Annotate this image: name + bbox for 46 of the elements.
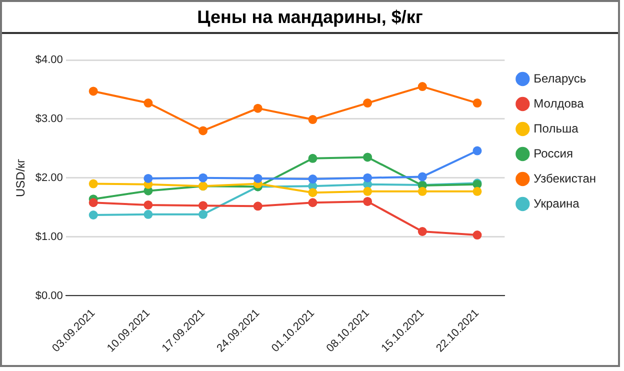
point xyxy=(144,210,153,219)
y-tick-label: $1.00 xyxy=(35,230,63,243)
legend-label: Россия xyxy=(534,146,574,160)
y-tick-label: $4.00 xyxy=(35,54,63,66)
point xyxy=(418,82,427,92)
point xyxy=(363,98,372,108)
point xyxy=(308,198,318,208)
point xyxy=(472,186,482,196)
point xyxy=(418,172,427,182)
point xyxy=(198,201,208,210)
point xyxy=(88,210,98,220)
point xyxy=(144,200,153,210)
point xyxy=(418,227,427,236)
point xyxy=(198,173,208,182)
legend-label: Беларусь xyxy=(534,71,586,86)
point xyxy=(363,152,372,162)
point xyxy=(144,98,153,108)
legend-label: Польша xyxy=(534,121,579,136)
legend-label: Украина xyxy=(534,196,580,210)
point xyxy=(253,202,262,211)
point xyxy=(472,230,482,240)
point xyxy=(253,104,262,113)
y-tick-label: $2.00 xyxy=(35,172,63,184)
point xyxy=(198,126,208,136)
point xyxy=(88,86,98,96)
y-tick-label: $0.00 xyxy=(35,290,63,302)
legend-label: Молдова xyxy=(534,96,584,110)
point xyxy=(144,174,153,183)
point xyxy=(88,198,98,208)
point xyxy=(88,179,98,188)
point xyxy=(472,146,482,156)
chart-title: Цены на мандарины, $/кг xyxy=(2,2,618,34)
point xyxy=(363,173,372,182)
y-tick-label: $3.00 xyxy=(35,112,63,125)
point xyxy=(308,115,318,124)
point xyxy=(198,210,208,219)
point xyxy=(363,196,372,206)
point xyxy=(418,186,427,196)
legend-label: Узбекистан xyxy=(534,171,596,186)
point xyxy=(363,186,372,196)
point xyxy=(308,188,318,198)
point xyxy=(472,98,482,108)
point xyxy=(308,174,318,184)
point xyxy=(308,154,318,163)
point xyxy=(253,174,262,183)
y-axis-title: USD/кг xyxy=(14,158,28,198)
